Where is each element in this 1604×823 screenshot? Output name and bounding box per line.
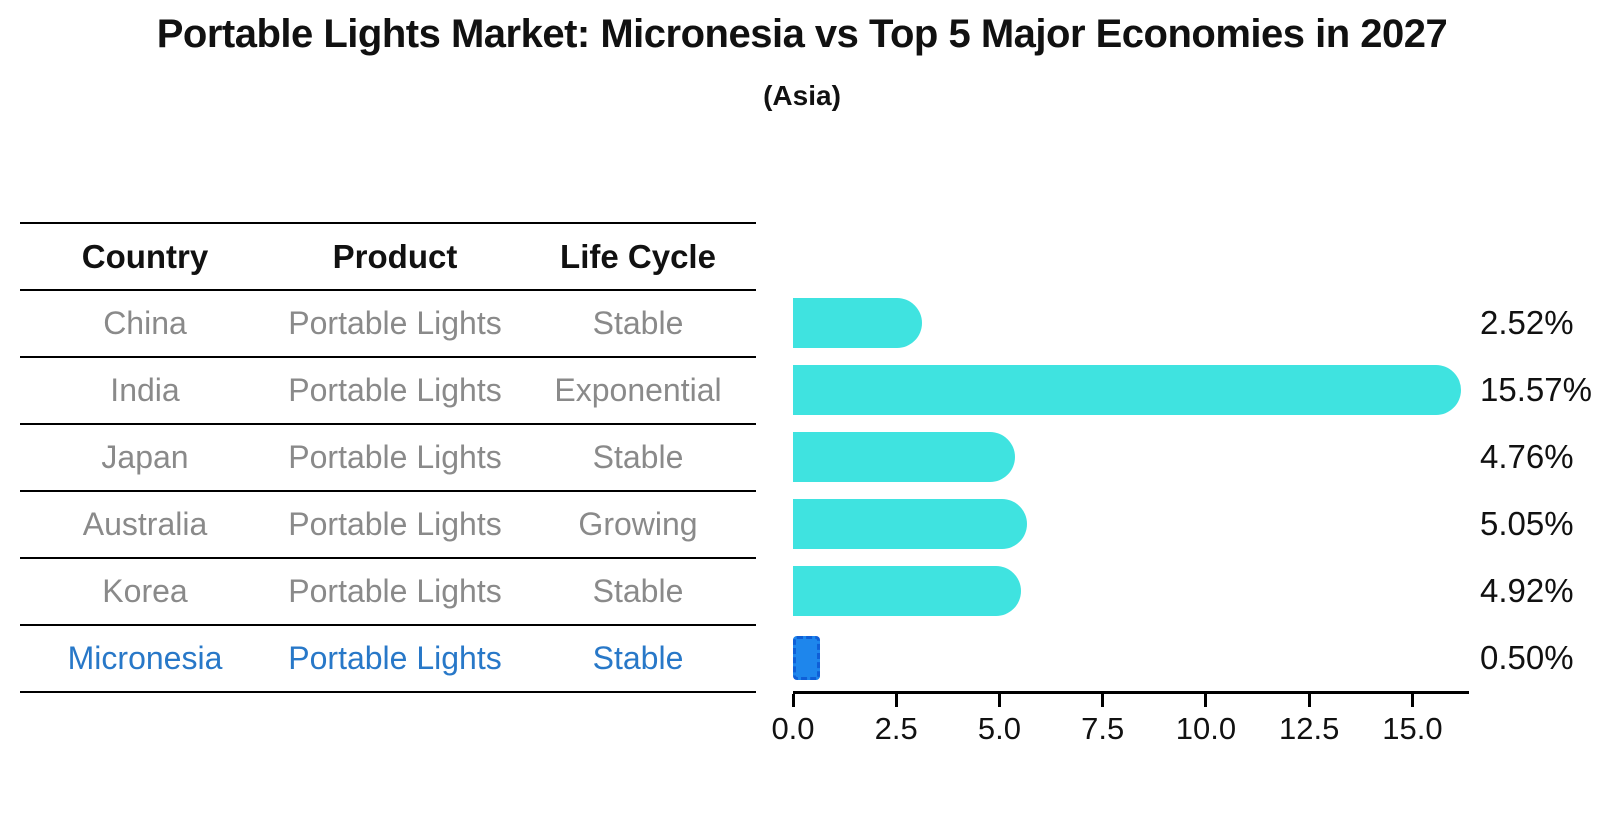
cell-country: Korea xyxy=(102,573,188,609)
value-label: 4.76% xyxy=(1480,437,1574,475)
table-row: China Portable Lights Stable xyxy=(20,291,756,358)
cell-life-cycle: Stable xyxy=(592,573,684,609)
table-row: Korea Portable Lights Stable xyxy=(20,559,756,626)
x-tick xyxy=(791,694,795,707)
bar-row: 15.57% xyxy=(793,356,1598,423)
col-header-country: Country xyxy=(81,237,209,275)
x-tick-label: 5.0 xyxy=(977,711,1022,746)
cell-country: China xyxy=(103,305,187,341)
value-label: 0.50% xyxy=(1480,638,1574,676)
x-tick xyxy=(894,694,898,707)
table-row: Australia Portable Lights Growing xyxy=(20,492,756,559)
x-tick xyxy=(1307,694,1311,707)
bar-row: 0.50% xyxy=(793,624,1598,691)
x-tick xyxy=(1204,694,1208,707)
cell-product: Portable Lights xyxy=(288,372,502,408)
bar xyxy=(793,431,1015,482)
cell-product: Portable Lights xyxy=(288,439,502,475)
x-tick xyxy=(1410,694,1414,707)
cell-product: Portable Lights xyxy=(288,506,502,542)
cell-country: Japan xyxy=(101,439,189,475)
x-tick xyxy=(1101,694,1105,707)
chart-title: Portable Lights Market: Micronesia vs To… xyxy=(156,12,1448,56)
bar xyxy=(793,297,923,348)
table-header-row: Country Product Life Cycle xyxy=(20,224,756,291)
cell-country: India xyxy=(110,372,180,408)
table-row-highlighted: Micronesia Portable Lights Stable xyxy=(20,626,756,693)
table-row: Japan Portable Lights Stable xyxy=(20,425,756,492)
cell-product: Portable Lights xyxy=(288,305,502,341)
cell-life-cycle: Stable xyxy=(592,439,684,475)
cell-country: Australia xyxy=(82,506,208,542)
x-axis: 0.0 2.5 5.0 7.5 10.0 12.5 15.0 xyxy=(771,691,1469,754)
bar-row: 2.52% xyxy=(793,289,1598,356)
x-tick-label: 2.5 xyxy=(874,711,918,746)
cell-life-cycle: Growing xyxy=(578,506,698,542)
summary-table: Country Product Life Cycle China Portabl… xyxy=(20,222,756,693)
bar-row: 5.05% xyxy=(793,490,1598,557)
chart-subtitle: (Asia) xyxy=(763,80,841,111)
value-label: 5.05% xyxy=(1480,504,1574,542)
cell-product: Portable Lights xyxy=(288,573,502,609)
cell-product: Portable Lights xyxy=(288,640,502,676)
bar xyxy=(793,498,1027,549)
x-tick-label: 0.0 xyxy=(771,711,815,746)
cell-life-cycle: Exponential xyxy=(554,372,722,408)
value-label: 15.57% xyxy=(1480,370,1592,408)
x-tick-label: 12.5 xyxy=(1279,711,1340,746)
bar-row: 4.76% xyxy=(793,423,1598,490)
x-tick xyxy=(997,694,1001,707)
value-label: 4.92% xyxy=(1480,571,1574,609)
table-row: India Portable Lights Exponential xyxy=(20,358,756,425)
x-tick-label: 7.5 xyxy=(1081,711,1125,746)
bar xyxy=(793,364,1461,415)
value-label: 2.52% xyxy=(1480,303,1574,341)
col-header-product: Product xyxy=(332,237,458,275)
cell-country: Micronesia xyxy=(67,640,223,676)
x-tick-label: 10.0 xyxy=(1175,711,1237,746)
bar-chart: 2.52% 15.57% 4.76% 5.05% 4.92% 0.50% xyxy=(793,289,1598,691)
bar xyxy=(793,565,1022,616)
bar-highlighted xyxy=(793,635,820,680)
bar-row: 4.92% xyxy=(793,557,1598,624)
x-tick-label: 15.0 xyxy=(1382,711,1443,746)
cell-life-cycle: Stable xyxy=(592,305,684,341)
col-header-life-cycle: Life Cycle xyxy=(560,237,716,275)
cell-life-cycle: Stable xyxy=(592,640,684,676)
